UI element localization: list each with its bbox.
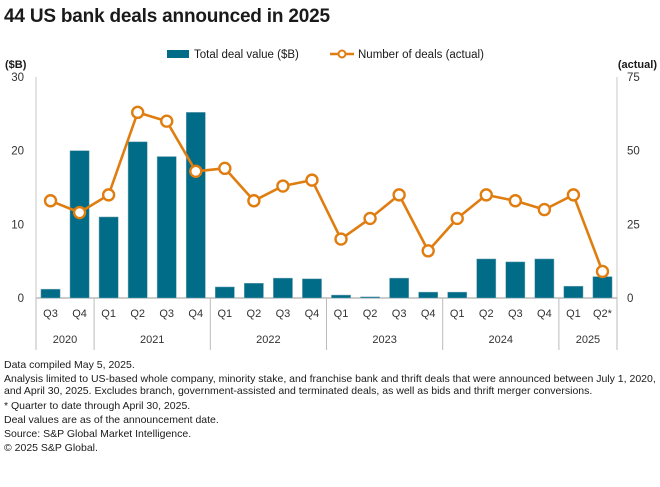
note-source: Source: S&P Global Market Intelligence. bbox=[4, 428, 192, 441]
bar bbox=[534, 258, 555, 299]
note-quarter-to-date: * Quarter to date through April 30, 2025… bbox=[4, 399, 191, 412]
x-tick-label-quarter: Q1 bbox=[334, 308, 349, 320]
x-axis-labels: Q3 Q4 Q1 Q2 Q3 Q4 Q1 Q2 Q3 Q4 Q1 Q2 Q3 Q4 Q1 Q2 Q3 Q4 Q1 Q2… bbox=[35, 298, 618, 350]
combo-chart: Total deal value ($B) Number of deals (ac… bbox=[5, 49, 657, 350]
x-tick-label-quarter: Q3 bbox=[276, 308, 291, 320]
deal-count-marker bbox=[334, 232, 348, 246]
bar bbox=[360, 296, 380, 299]
bar bbox=[40, 288, 61, 299]
left-axis-tick-label: 20 bbox=[11, 146, 24, 158]
deal-count-marker bbox=[72, 205, 87, 220]
x-tick-label-year: 2025 bbox=[576, 334, 600, 346]
x-tick-label-quarter: Q1 bbox=[101, 308, 116, 320]
right-axis-tick-label: 75 bbox=[627, 72, 640, 84]
deal-count-marker bbox=[392, 188, 406, 202]
bar-series bbox=[40, 112, 613, 299]
bar bbox=[331, 294, 351, 299]
x-tick-label-quarter: Q4 bbox=[421, 308, 436, 320]
deal-count-marker bbox=[595, 264, 610, 279]
bar bbox=[244, 283, 264, 299]
x-tick-label-quarter: Q3 bbox=[43, 308, 58, 320]
deal-count-marker bbox=[247, 194, 261, 208]
bar bbox=[302, 278, 322, 299]
bar bbox=[127, 141, 148, 299]
right-axis-title: (actual) bbox=[618, 59, 657, 71]
deal-count-marker bbox=[363, 211, 377, 226]
x-tick-label-quarter: Q2 bbox=[130, 308, 145, 320]
right-axis-tick-label: 25 bbox=[627, 219, 640, 231]
x-tick-label-quarter: Q4 bbox=[188, 308, 203, 320]
x-tick-label-quarter: Q4 bbox=[72, 308, 87, 320]
x-tick-label-quarter: Q2 bbox=[479, 308, 494, 320]
x-tick-label-quarter: Q2* bbox=[593, 308, 613, 320]
deal-count-marker bbox=[566, 188, 581, 202]
bar bbox=[69, 150, 90, 299]
x-tick-label-quarter: Q2 bbox=[363, 308, 378, 320]
x-tick-label-year: 2022 bbox=[256, 334, 280, 346]
bar bbox=[98, 216, 119, 299]
line-series bbox=[43, 105, 610, 279]
x-tick-label-year: 2020 bbox=[53, 334, 77, 346]
bar bbox=[156, 156, 177, 299]
x-tick-label-quarter: Q3 bbox=[159, 308, 174, 320]
note-copyright: © 2025 S&P Global. bbox=[4, 442, 98, 455]
bar bbox=[563, 285, 584, 299]
x-tick-label-quarter: Q3 bbox=[508, 308, 523, 320]
legend-swatch-deal-value bbox=[167, 50, 189, 58]
deal-count-marker bbox=[421, 244, 435, 258]
deal-count-marker bbox=[130, 105, 145, 120]
bar bbox=[447, 291, 468, 299]
left-axis-title: ($B) bbox=[5, 59, 27, 71]
bar bbox=[185, 112, 206, 299]
legend-label-deal-value: Total deal value ($B) bbox=[194, 49, 299, 61]
x-tick-label-quarter: Q2 bbox=[247, 308, 262, 320]
bar bbox=[389, 277, 409, 299]
deal-count-marker bbox=[160, 114, 174, 128]
x-tick-label-year: 2023 bbox=[372, 334, 396, 346]
chart-title: 44 US bank deals announced in 2025 bbox=[4, 6, 330, 27]
deal-count-marker bbox=[508, 194, 523, 208]
note-analysis: Analysis limited to US-based whole compa… bbox=[4, 373, 656, 398]
bar bbox=[476, 258, 497, 299]
deal-count-marker bbox=[189, 164, 203, 178]
deal-count-marker bbox=[276, 179, 290, 193]
x-tick-label-quarter: Q3 bbox=[392, 308, 407, 320]
legend: Total deal value ($B) Number of deals (ac… bbox=[167, 49, 484, 61]
bar bbox=[592, 276, 613, 299]
deal-count-marker bbox=[450, 211, 464, 226]
chart-notes: Data compiled May 5, 2025. Analysis limi… bbox=[4, 359, 656, 456]
deal-count-marker bbox=[305, 173, 319, 187]
note-compiled: Data compiled May 5, 2025. bbox=[4, 359, 135, 371]
bar bbox=[418, 291, 439, 299]
left-axis-tick-label: 10 bbox=[11, 219, 24, 231]
legend-label-deal-count: Number of deals (actual) bbox=[358, 49, 484, 61]
deal-count-marker bbox=[218, 161, 232, 176]
bar bbox=[273, 277, 293, 299]
note-deal-values: Deal values are as of the announcement d… bbox=[4, 413, 219, 426]
right-axis-tick-label: 50 bbox=[627, 146, 640, 158]
bar bbox=[214, 286, 235, 299]
left-axis-tick-label: 0 bbox=[18, 293, 24, 305]
deal-count-marker bbox=[101, 188, 116, 202]
x-tick-label-quarter: Q4 bbox=[537, 308, 552, 320]
x-tick-label-year: 2021 bbox=[140, 334, 164, 346]
right-axis-tick-label: 0 bbox=[627, 293, 633, 305]
x-tick-label-quarter: Q1 bbox=[450, 308, 465, 320]
deal-count-marker bbox=[537, 202, 552, 217]
bar bbox=[505, 261, 526, 299]
deal-count-marker bbox=[43, 194, 58, 208]
x-tick-label-quarter: Q1 bbox=[566, 308, 581, 320]
left-axis-tick-label: 30 bbox=[11, 72, 24, 84]
x-tick-label-year: 2024 bbox=[489, 334, 513, 346]
deal-count-marker bbox=[479, 188, 493, 202]
x-tick-label-quarter: Q4 bbox=[305, 308, 320, 320]
legend-swatch-marker bbox=[337, 49, 347, 59]
x-tick-label-quarter: Q1 bbox=[217, 308, 232, 320]
